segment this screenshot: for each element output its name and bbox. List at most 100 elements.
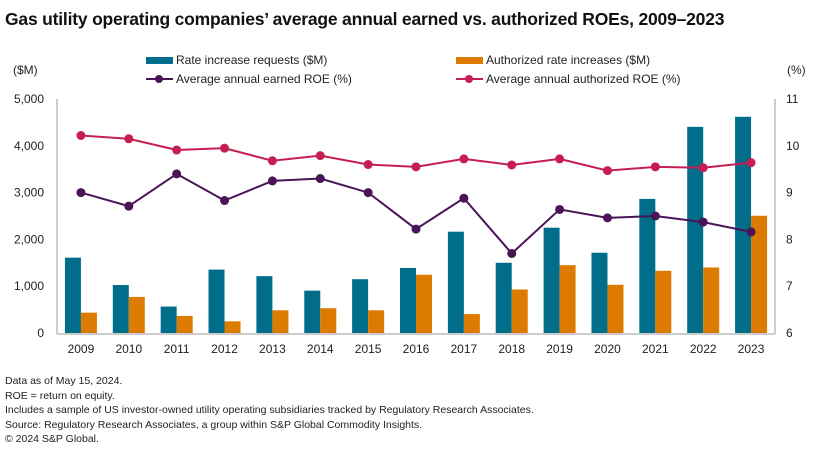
legend-swatch-earned-roe: [146, 74, 173, 84]
point-authorized-roe: [124, 134, 134, 144]
bar-rate-requests: [304, 290, 321, 333]
bar-rate-requests: [352, 279, 369, 333]
left-axis-tick-label: 0: [37, 326, 44, 340]
bar-rate-requests: [591, 252, 608, 333]
point-authorized-roe: [698, 163, 708, 173]
x-axis-tick-label: 2009: [68, 342, 95, 356]
chart-title: Gas utility operating companies’ average…: [5, 9, 725, 29]
x-axis-tick-label: 2010: [115, 342, 142, 356]
combo-chart: 0 1,000 2,000 3,000 4,000 5,000 6 7 8 9 10 11 2009 20…: [14, 92, 800, 356]
point-authorized-roe: [602, 166, 612, 176]
point-authorized-roe: [172, 145, 182, 155]
point-earned-roe: [267, 176, 277, 186]
point-authorized-roe: [459, 154, 469, 164]
bar-authorized-increases: [272, 310, 289, 333]
point-earned-roe: [698, 217, 708, 227]
point-authorized-roe: [746, 158, 756, 168]
right-axis-unit-label: (%): [787, 63, 806, 77]
bar-rate-requests: [160, 306, 177, 333]
left-axis-unit-label: ($M): [13, 63, 38, 77]
point-earned-roe: [459, 193, 469, 203]
bar-authorized-increases: [463, 314, 480, 333]
point-earned-roe: [315, 174, 325, 184]
left-axis-tick-label: 4,000: [14, 139, 44, 153]
bar-rate-requests: [495, 262, 512, 333]
point-authorized-roe: [411, 162, 421, 172]
bar-rate-requests: [687, 126, 704, 333]
x-axis-tick-label: 2019: [546, 342, 573, 356]
legend-swatch-rate-requests: [146, 56, 173, 64]
footnote-sample: Includes a sample of US investor-owned u…: [5, 404, 534, 417]
footnote-copyright: © 2024 S&P Global.: [5, 433, 99, 446]
x-axis-tick-label: 2018: [498, 342, 525, 356]
bar-rate-requests: [639, 198, 656, 333]
footnote-roe-definition: ROE = return on equity.: [5, 389, 115, 402]
legend-swatch-authorized-roe: [456, 74, 483, 84]
bar-authorized-increases: [416, 274, 432, 333]
bar-authorized-increases: [224, 321, 241, 333]
x-axis-tick-label: 2016: [403, 342, 430, 356]
point-earned-roe: [76, 188, 86, 198]
bar-rate-requests: [543, 227, 560, 333]
x-axis-tick-label: 2022: [690, 342, 717, 356]
point-earned-roe: [220, 196, 230, 206]
point-earned-roe: [172, 169, 182, 179]
bar-authorized-increases: [655, 270, 672, 333]
point-authorized-roe: [76, 131, 86, 141]
bar-authorized-increases: [703, 267, 720, 333]
bar-authorized-increases: [607, 284, 624, 333]
x-axis-tick-label: 2012: [211, 342, 238, 356]
bar-rate-requests: [256, 276, 273, 333]
bar-authorized-increases: [511, 289, 528, 333]
x-axis-tick-label: 2020: [594, 342, 621, 356]
bar-rate-requests: [64, 257, 81, 333]
bar-authorized-increases: [176, 315, 193, 333]
right-axis-tick-label: 10: [786, 139, 800, 153]
legend-label-rate-requests: Rate increase requests ($M): [176, 53, 328, 67]
point-authorized-roe: [267, 156, 277, 166]
legend-item-authorized-increases: Authorized rate increases ($M): [456, 53, 650, 67]
point-earned-roe: [746, 227, 756, 237]
bar-authorized-increases: [128, 296, 145, 333]
right-axis-tick-label: 9: [786, 186, 793, 200]
right-axis-tick-label: 7: [786, 279, 793, 293]
bar-rate-requests: [208, 269, 225, 333]
legend-item-authorized-roe: Average annual authorized ROE (%): [456, 72, 681, 86]
point-earned-roe: [555, 204, 565, 214]
point-authorized-roe: [555, 154, 565, 164]
x-axis-tick-label: 2017: [451, 342, 478, 356]
x-axis-tick-label: 2013: [259, 342, 286, 356]
bar-authorized-increases: [751, 215, 768, 333]
point-earned-roe: [363, 188, 373, 198]
bar-authorized-increases: [80, 312, 97, 333]
point-authorized-roe: [507, 160, 517, 170]
legend-label-authorized-roe: Average annual authorized ROE (%): [486, 72, 681, 86]
point-earned-roe: [602, 213, 612, 223]
legend-label-authorized-increases: Authorized rate increases ($M): [486, 53, 651, 67]
right-axis-tick-label: 6: [786, 326, 793, 340]
point-earned-roe: [124, 201, 134, 211]
bar-authorized-increases: [368, 310, 385, 333]
point-earned-roe: [507, 248, 517, 258]
x-axis-tick-label: 2021: [642, 342, 669, 356]
right-axis-tick-label: 11: [786, 92, 799, 106]
bar-rate-requests: [112, 285, 129, 333]
point-authorized-roe: [220, 143, 230, 153]
bar-rate-requests: [447, 231, 464, 333]
bar-authorized-increases: [320, 308, 337, 333]
bar-authorized-increases: [559, 265, 576, 333]
left-axis-tick-label: 3,000: [14, 186, 44, 200]
x-axis-tick-label: 2023: [738, 342, 765, 356]
left-axis-tick-label: 1,000: [14, 279, 44, 293]
footnote-data-date: Data as of May 15, 2024.: [5, 375, 123, 387]
legend-swatch-authorized-increases: [456, 56, 483, 64]
x-axis-tick-label: 2014: [307, 342, 334, 356]
left-axis-tick-label: 2,000: [14, 232, 44, 246]
x-axis-tick-label: 2015: [355, 342, 382, 356]
point-authorized-roe: [315, 151, 325, 161]
footnote-source: Source: Regulatory Research Associates, …: [5, 418, 423, 431]
bar-rate-requests: [400, 267, 416, 333]
bar-rate-requests: [735, 116, 752, 333]
point-authorized-roe: [363, 160, 373, 170]
legend-item-rate-requests: Rate increase requests ($M): [146, 53, 327, 67]
